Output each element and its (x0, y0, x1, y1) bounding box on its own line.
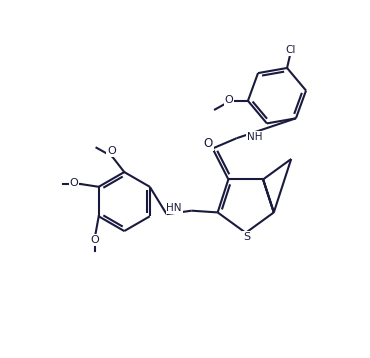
Text: O: O (107, 146, 116, 156)
Text: O: O (91, 235, 100, 245)
Text: O: O (204, 137, 213, 150)
Text: O: O (70, 178, 78, 188)
Text: S: S (243, 232, 250, 242)
Text: Cl: Cl (285, 45, 296, 55)
Text: NH: NH (247, 131, 262, 141)
Text: HN: HN (166, 203, 182, 213)
Text: O: O (225, 95, 233, 105)
